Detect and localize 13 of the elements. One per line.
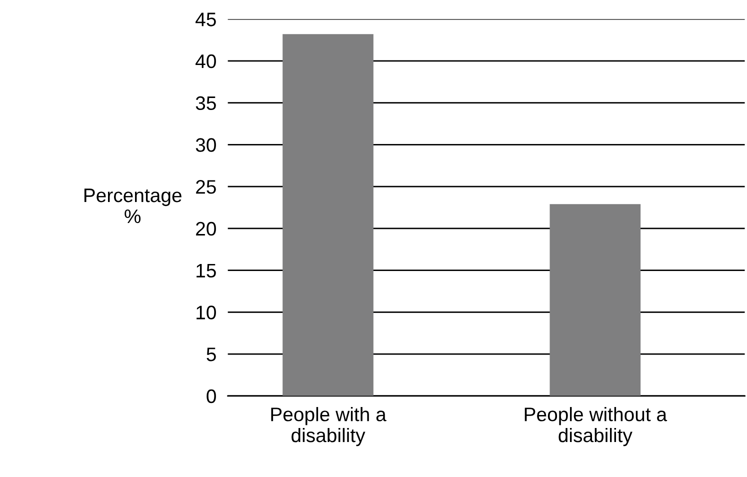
y-tick-label: 25 <box>196 180 216 194</box>
y-tick-label: 40 <box>196 54 216 68</box>
y-tick-label: 0 <box>206 389 216 404</box>
y-tick-label: 10 <box>196 306 216 320</box>
y-tick-label: 20 <box>196 222 216 236</box>
y-tick-label: 5 <box>206 348 216 362</box>
y-tick-label: 15 <box>196 264 216 278</box>
y-axis-title: Percentage % <box>84 188 182 224</box>
x-tick-label: People with a disability <box>271 407 386 446</box>
y-tick-label: 30 <box>196 138 216 152</box>
x-tick-label: People without a disability <box>524 407 668 446</box>
y-tick-label: 45 <box>196 12 216 26</box>
y-tick-label: 35 <box>196 96 216 110</box>
